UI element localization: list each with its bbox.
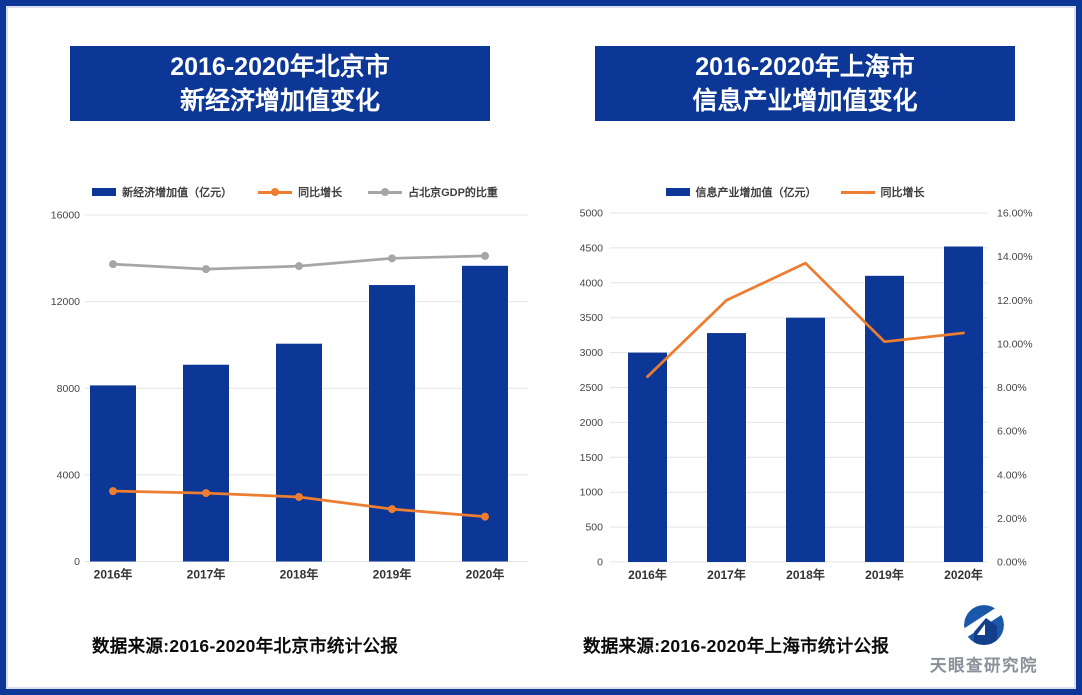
beijing-source-note: 数据来源:2016-2020年北京市统计公报	[92, 636, 399, 656]
legend-label: 同比增长	[880, 187, 925, 199]
data-point-marker	[295, 492, 303, 501]
x-axis-tick-label: 2020年	[944, 567, 983, 582]
data-point-marker	[202, 489, 210, 498]
beijing-chart-legend: 新经济增加值（亿元） 同比增长 占北京GDP的比重	[45, 183, 545, 201]
y-axis-tick-label: 3000	[580, 347, 604, 359]
y-axis-tick-label: 1000	[580, 487, 604, 499]
beijing-chart-plot: 16000 12000 8000 4000 0 2016年 2017年 2018年 2019年 2…	[45, 205, 545, 606]
data-point-marker	[109, 487, 117, 496]
legend-item: 同比增长	[258, 184, 342, 200]
y-axis-tick-label: 16000	[51, 210, 80, 222]
bar-2016年	[628, 352, 667, 562]
secondary-axis-tick-label: 14.00%	[997, 251, 1033, 263]
data-point-marker	[481, 512, 489, 521]
secondary-axis-tick-label: 8.00%	[997, 382, 1027, 394]
shanghai-source-note: 数据来源:2016-2020年上海市统计公报	[583, 636, 890, 656]
x-axis-tick-label: 2017年	[707, 567, 746, 582]
y-axis-tick-label: 0	[597, 557, 603, 569]
legend-line-marker-icon	[368, 188, 403, 196]
x-axis-tick-label: 2019年	[865, 567, 904, 582]
x-axis-tick-label: 2018年	[786, 567, 825, 582]
legend-item: 同比增长	[840, 184, 925, 200]
shanghai-chart-legend: 信息产业增加值（亿元） 同比增长	[560, 183, 1030, 201]
y-axis-tick-label: 500	[585, 522, 603, 534]
series-line-同比增长	[646, 261, 965, 378]
x-axis-tick-label: 2016年	[628, 567, 667, 582]
tianyancha-eye-icon	[964, 605, 1004, 645]
y-axis-tick-label: 1500	[580, 452, 604, 464]
bar-2018年	[786, 317, 825, 562]
y-axis-tick-label: 2500	[580, 382, 604, 394]
secondary-axis-tick-label: 6.00%	[997, 426, 1027, 438]
y-axis-tick-label: 0	[74, 556, 80, 568]
y-axis-tick-label: 5000	[580, 208, 604, 220]
secondary-axis-tick-label: 0.00%	[997, 557, 1027, 569]
y-axis-tick-label: 2000	[580, 417, 604, 429]
secondary-axis-tick-label: 12.00%	[997, 295, 1033, 307]
beijing-title-line1: 2016-2020年北京市	[170, 52, 390, 81]
legend-label: 占北京GDP的比重	[408, 187, 498, 199]
y-axis-tick-label: 12000	[51, 296, 80, 308]
bar-2017年	[707, 333, 746, 562]
secondary-axis-tick-label: 2.00%	[997, 513, 1027, 525]
beijing-chart-title: 2016-2020年北京市 新经济增加值变化	[70, 46, 490, 121]
y-axis-tick-label: 4500	[580, 242, 604, 254]
tianyancha-logo: 天眼查研究院	[925, 603, 1043, 676]
shanghai-title-line2: 信息产业增加值变化	[692, 86, 918, 115]
data-point-marker	[388, 254, 396, 263]
legend-line-icon	[840, 190, 875, 194]
y-axis-tick-label: 4000	[580, 277, 604, 289]
x-axis-tick-label: 2017年	[187, 567, 226, 582]
legend-line-marker-icon	[258, 188, 293, 196]
bar-2017年	[183, 364, 229, 562]
legend-label: 新经济增加值（亿元）	[122, 187, 233, 199]
bar-2018年	[276, 343, 322, 562]
shanghai-chart-title: 2016-2020年上海市 信息产业增加值变化	[595, 46, 1015, 121]
legend-bar-swatch-icon	[92, 188, 117, 196]
secondary-axis-tick-label: 10.00%	[997, 338, 1033, 350]
beijing-title-line2: 新经济增加值变化	[179, 86, 380, 115]
data-point-marker	[481, 251, 489, 260]
y-axis-tick-label: 4000	[57, 469, 81, 481]
legend-item: 新经济增加值（亿元）	[92, 184, 232, 200]
secondary-axis-tick-label: 16.00%	[997, 208, 1033, 220]
secondary-axis-tick-label: 4.00%	[997, 469, 1027, 481]
x-axis-tick-label: 2019年	[373, 567, 412, 582]
chart-1-canvas: 5000450040003500300025002000150010005000…	[580, 208, 1033, 583]
y-axis-tick-label: 3500	[580, 312, 604, 324]
bar-2019年	[865, 275, 904, 562]
legend-item: 占北京GDP的比重	[368, 184, 498, 200]
x-axis-tick-label: 2020年	[466, 567, 505, 582]
data-point-marker	[202, 265, 210, 274]
data-point-marker	[109, 260, 117, 269]
y-axis-tick-label: 8000	[57, 383, 81, 395]
bar-2020年	[462, 265, 508, 562]
bar-2019年	[369, 285, 415, 562]
tianyancha-logo-text: 天眼查研究院	[930, 657, 1038, 675]
chart-0-canvas: 16000 12000 8000 4000 0 2016年 2017年 2018年 2019年 2…	[51, 210, 528, 582]
legend-label: 同比增长	[298, 187, 343, 199]
shanghai-title-line1: 2016-2020年上海市	[695, 52, 915, 81]
x-axis-tick-label: 2018年	[280, 567, 319, 582]
data-point-marker	[295, 262, 303, 271]
bar-2020年	[944, 246, 983, 562]
legend-label: 信息产业增加值（亿元）	[695, 187, 817, 199]
shanghai-chart-plot: 5000 4500 4000 3500 3000 2500 2000 1500 1000 500 0…	[560, 205, 1076, 606]
legend-bar-swatch-icon	[665, 188, 690, 196]
x-axis-tick-label: 2016年	[94, 567, 133, 582]
bar-2016年	[90, 385, 136, 562]
legend-item: 信息产业增加值（亿元）	[665, 184, 817, 200]
data-point-marker	[388, 505, 396, 514]
